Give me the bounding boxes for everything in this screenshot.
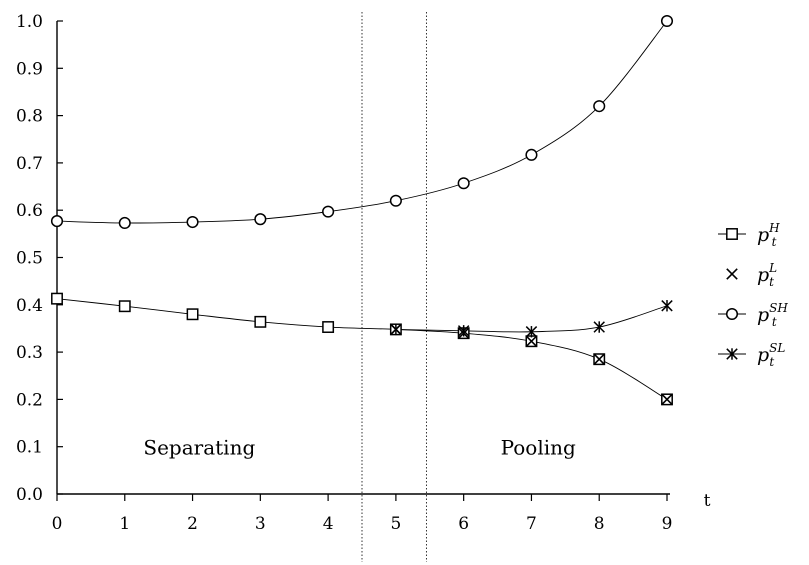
point-pL <box>593 353 605 365</box>
region-label: Separating <box>143 436 255 460</box>
point-pH <box>118 300 131 313</box>
legend-label: pSH t <box>757 301 788 329</box>
legend-label-sup: SH <box>769 301 788 315</box>
legend-label-sub: t <box>769 355 774 369</box>
x-axis-label: t <box>704 491 711 511</box>
point-pSH <box>118 216 131 230</box>
region-label: Pooling <box>501 436 576 460</box>
point-pSH <box>593 100 606 113</box>
point-pH <box>322 321 335 333</box>
point-pSH <box>660 14 674 28</box>
legend-label-sub: t <box>769 275 774 289</box>
legend-label-base: p <box>757 344 769 366</box>
x-tick-label: 4 <box>323 514 334 534</box>
legend-marker <box>726 348 738 360</box>
x-tick-label: 9 <box>662 514 673 534</box>
point-pSH <box>389 194 402 207</box>
legend-label-sub: t <box>772 315 777 329</box>
y-tick-label: 0.6 <box>16 201 43 221</box>
x-tick-label: 8 <box>594 514 605 534</box>
point-pSH <box>186 215 199 229</box>
point-pL <box>661 393 673 406</box>
point-pH <box>186 308 199 321</box>
series-line-pH <box>56 298 668 400</box>
x-stroke <box>661 393 673 406</box>
y-tick-label: 0.5 <box>16 249 43 269</box>
legend-item-pH: pH t <box>718 221 780 249</box>
point-pSH <box>525 148 538 161</box>
legend-marker <box>726 228 738 240</box>
x-stroke <box>390 323 402 336</box>
point-pL <box>390 323 402 336</box>
point-pSL <box>525 326 538 338</box>
point-pSH <box>457 177 470 190</box>
point-pSH <box>254 213 267 226</box>
legend-label-base: p <box>757 304 769 326</box>
x-tick-label: 7 <box>526 514 537 534</box>
legend-item-pSL: pSL t <box>718 341 785 369</box>
legend-marker <box>725 307 739 321</box>
x-stroke <box>726 268 738 280</box>
x-tick-label: 0 <box>52 514 63 534</box>
x-stroke <box>593 353 605 365</box>
legend-label-sup: L <box>768 261 777 275</box>
x-stroke <box>457 327 470 339</box>
x-tick-label: 6 <box>458 514 469 534</box>
y-tick-label: 0.1 <box>16 438 43 458</box>
point-pH <box>51 292 63 305</box>
legend-item-pSH: pSH t <box>718 301 788 329</box>
point-pSH <box>322 205 335 218</box>
legend-marker <box>726 268 738 280</box>
y-tick-label: 0.8 <box>16 107 43 127</box>
x-tick-label: 3 <box>255 514 266 534</box>
region-divider-lines <box>361 12 427 562</box>
legend-label-base: p <box>757 224 769 246</box>
x-stroke <box>525 335 538 347</box>
x-tick-label: 1 <box>119 514 130 534</box>
legend-item-pL: pL t <box>726 261 777 289</box>
legend-label-base: p <box>757 264 769 286</box>
y-tick-label: 0.4 <box>16 296 43 316</box>
series-group <box>50 14 674 406</box>
y-tick-label: 0.2 <box>16 390 43 410</box>
legend-label-sup: H <box>768 221 780 235</box>
series-line-pSH <box>56 20 668 224</box>
axes: 0.0 0.1 0.2 0.3 0.4 0.5 0.6 0.7 0.8 0.9 1.0 0 1 2 3 4 5 6… <box>16 12 711 534</box>
point-pSL <box>457 325 470 337</box>
point-pH <box>254 315 267 328</box>
legend-label-sub: t <box>772 235 777 249</box>
annotations: Separating Pooling <box>143 436 576 460</box>
point-pL <box>457 327 470 339</box>
x-tick-label: 5 <box>390 514 401 534</box>
point-pSH <box>50 215 64 228</box>
legend-label-sup: SL <box>769 341 785 355</box>
y-tick-label: 0.3 <box>16 343 43 363</box>
y-tick-label: 1.0 <box>16 12 43 32</box>
legend-label: pL t <box>757 261 777 289</box>
y-tick-label: 0.7 <box>16 154 43 174</box>
y-tick-label: 0.0 <box>16 485 43 505</box>
legend-label: pH t <box>757 221 780 249</box>
legend-label: pSL t <box>757 341 785 369</box>
y-tick-label: 0.9 <box>16 59 43 79</box>
point-pSL <box>593 321 605 333</box>
point-pL <box>525 335 538 347</box>
x-tick-label: 2 <box>187 514 198 534</box>
point-pSL <box>661 300 673 312</box>
